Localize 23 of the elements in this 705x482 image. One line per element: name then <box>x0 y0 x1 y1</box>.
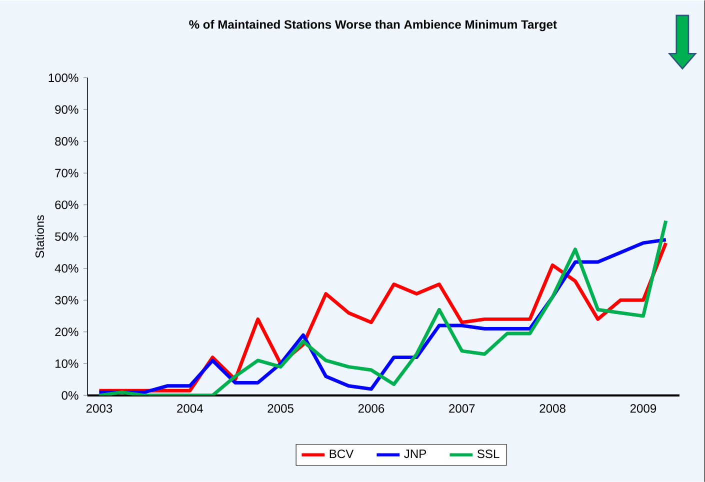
x-tick-label: 2003 <box>86 404 112 413</box>
x-tick-label: 2005 <box>268 404 294 413</box>
x-tick-label: 2004 <box>177 404 203 413</box>
chart-title: % of Maintained Stations Worse than Ambience Minimum Target <box>189 20 557 32</box>
y-tick-label: 50% <box>55 232 78 241</box>
y-axis-title: Stations <box>35 215 44 258</box>
x-tick-label: 2009 <box>630 404 656 413</box>
y-tick-label: 40% <box>54 264 78 273</box>
x-tick-label: 2007 <box>449 404 475 413</box>
y-tick-label: 70% <box>55 168 78 178</box>
y-tick-label: 100% <box>48 73 78 82</box>
y-tick-label: 20% <box>55 327 78 336</box>
x-tick-label: 2008 <box>540 404 566 413</box>
y-tick-label: 0% <box>62 391 78 400</box>
x-tick-label: 2006 <box>358 404 384 413</box>
y-tick-label: 30% <box>55 296 78 304</box>
y-tick-label: 80% <box>55 136 78 146</box>
legend-label: SSL <box>477 449 500 458</box>
y-tick-label: 10% <box>56 359 78 368</box>
legend-label: BCV <box>330 449 354 458</box>
y-tick-label: 60% <box>55 200 78 209</box>
y-tick-label: 90% <box>55 105 78 114</box>
legend-label: JNP <box>404 450 426 458</box>
